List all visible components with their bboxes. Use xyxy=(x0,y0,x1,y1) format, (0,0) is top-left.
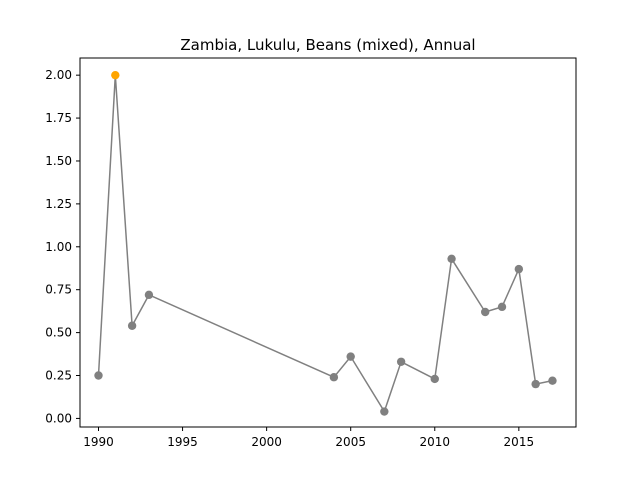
x-tick-label: 2000 xyxy=(251,435,282,449)
y-tick-label: 2.00 xyxy=(45,68,72,82)
data-point xyxy=(144,290,154,300)
data-point xyxy=(127,321,137,330)
data-point xyxy=(346,352,355,361)
x-tick-label: 2005 xyxy=(335,435,366,449)
y-tick-label: 0.75 xyxy=(45,283,72,297)
x-tick-label: 2015 xyxy=(504,435,535,449)
data-point xyxy=(514,264,524,274)
x-tick-label: 1995 xyxy=(167,435,198,449)
data-point xyxy=(481,307,490,317)
data-point xyxy=(548,376,557,385)
x-tick-label: 2010 xyxy=(419,435,450,449)
highlight-point xyxy=(111,70,120,80)
data-point xyxy=(531,379,540,389)
data-point xyxy=(497,302,507,312)
axes-frame xyxy=(79,57,577,428)
y-tick-label: 0.25 xyxy=(45,369,72,383)
data-point xyxy=(94,371,103,380)
x-tick-label: 1990 xyxy=(83,435,114,449)
y-tick-label: 0.50 xyxy=(45,326,72,340)
y-tick-label: 1.25 xyxy=(45,197,72,211)
y-tick-label: 1.75 xyxy=(45,111,72,125)
y-tick-label: 0.00 xyxy=(45,411,72,425)
y-tick-label: 1.00 xyxy=(45,240,72,254)
chart-title: Zambia, Lukulu, Beans (mixed), Annual xyxy=(180,36,475,54)
data-point xyxy=(396,357,406,366)
data-point xyxy=(329,373,339,382)
data-point xyxy=(430,374,439,384)
data-point xyxy=(380,407,389,416)
y-tick-label: 1.50 xyxy=(45,154,72,168)
plot-area: 1990 1995 2000 2005 2010 2015 0.00 0.25 0.50 0.75… xyxy=(45,57,577,449)
series-line xyxy=(97,75,553,414)
data-point xyxy=(447,254,456,264)
